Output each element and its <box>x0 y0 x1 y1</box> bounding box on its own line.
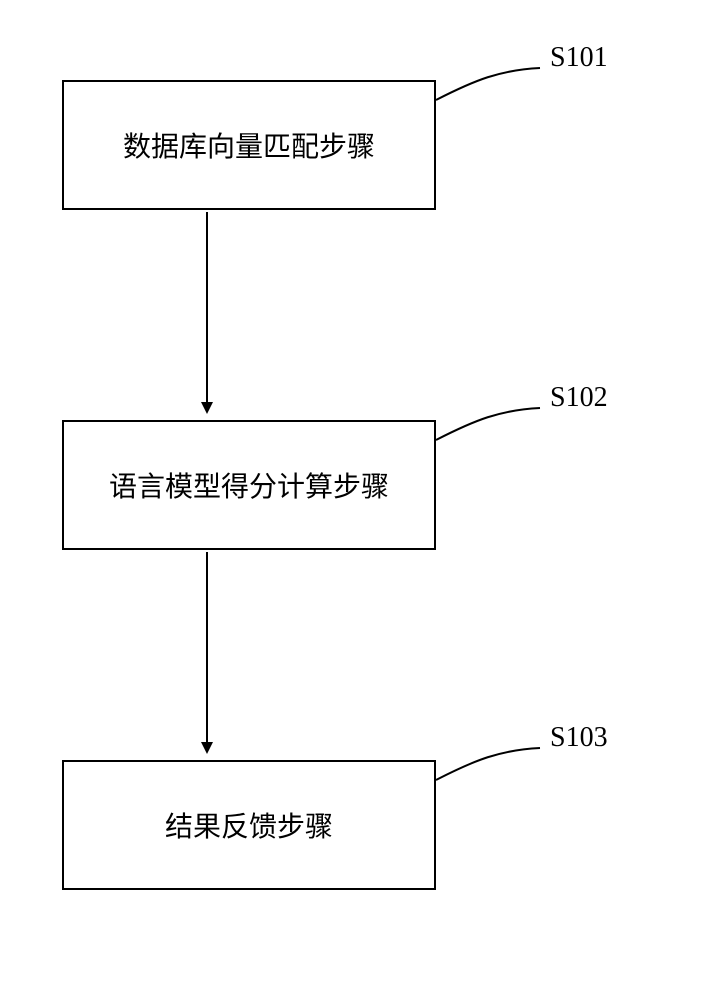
callout-curve-s103 <box>436 748 540 780</box>
flow-node-language-model-score: 语言模型得分计算步骤 <box>62 420 436 550</box>
step-label-s101: S101 <box>550 42 608 74</box>
callout-curve-s102 <box>436 408 540 440</box>
flow-node-label: 结果反馈步骤 <box>165 805 333 845</box>
flow-node-label: 语言模型得分计算步骤 <box>109 465 389 505</box>
flow-node-result-feedback: 结果反馈步骤 <box>62 760 436 890</box>
step-label-s103: S103 <box>550 722 608 754</box>
flow-node-db-vector-match: 数据库向量匹配步骤 <box>62 80 436 210</box>
flowchart-canvas: 数据库向量匹配步骤 S101 语言模型得分计算步骤 S102 结果反馈步骤 S1… <box>0 0 711 1000</box>
callout-curve-s101 <box>436 68 540 100</box>
flow-node-label: 数据库向量匹配步骤 <box>123 125 375 165</box>
step-label-s102: S102 <box>550 382 608 414</box>
